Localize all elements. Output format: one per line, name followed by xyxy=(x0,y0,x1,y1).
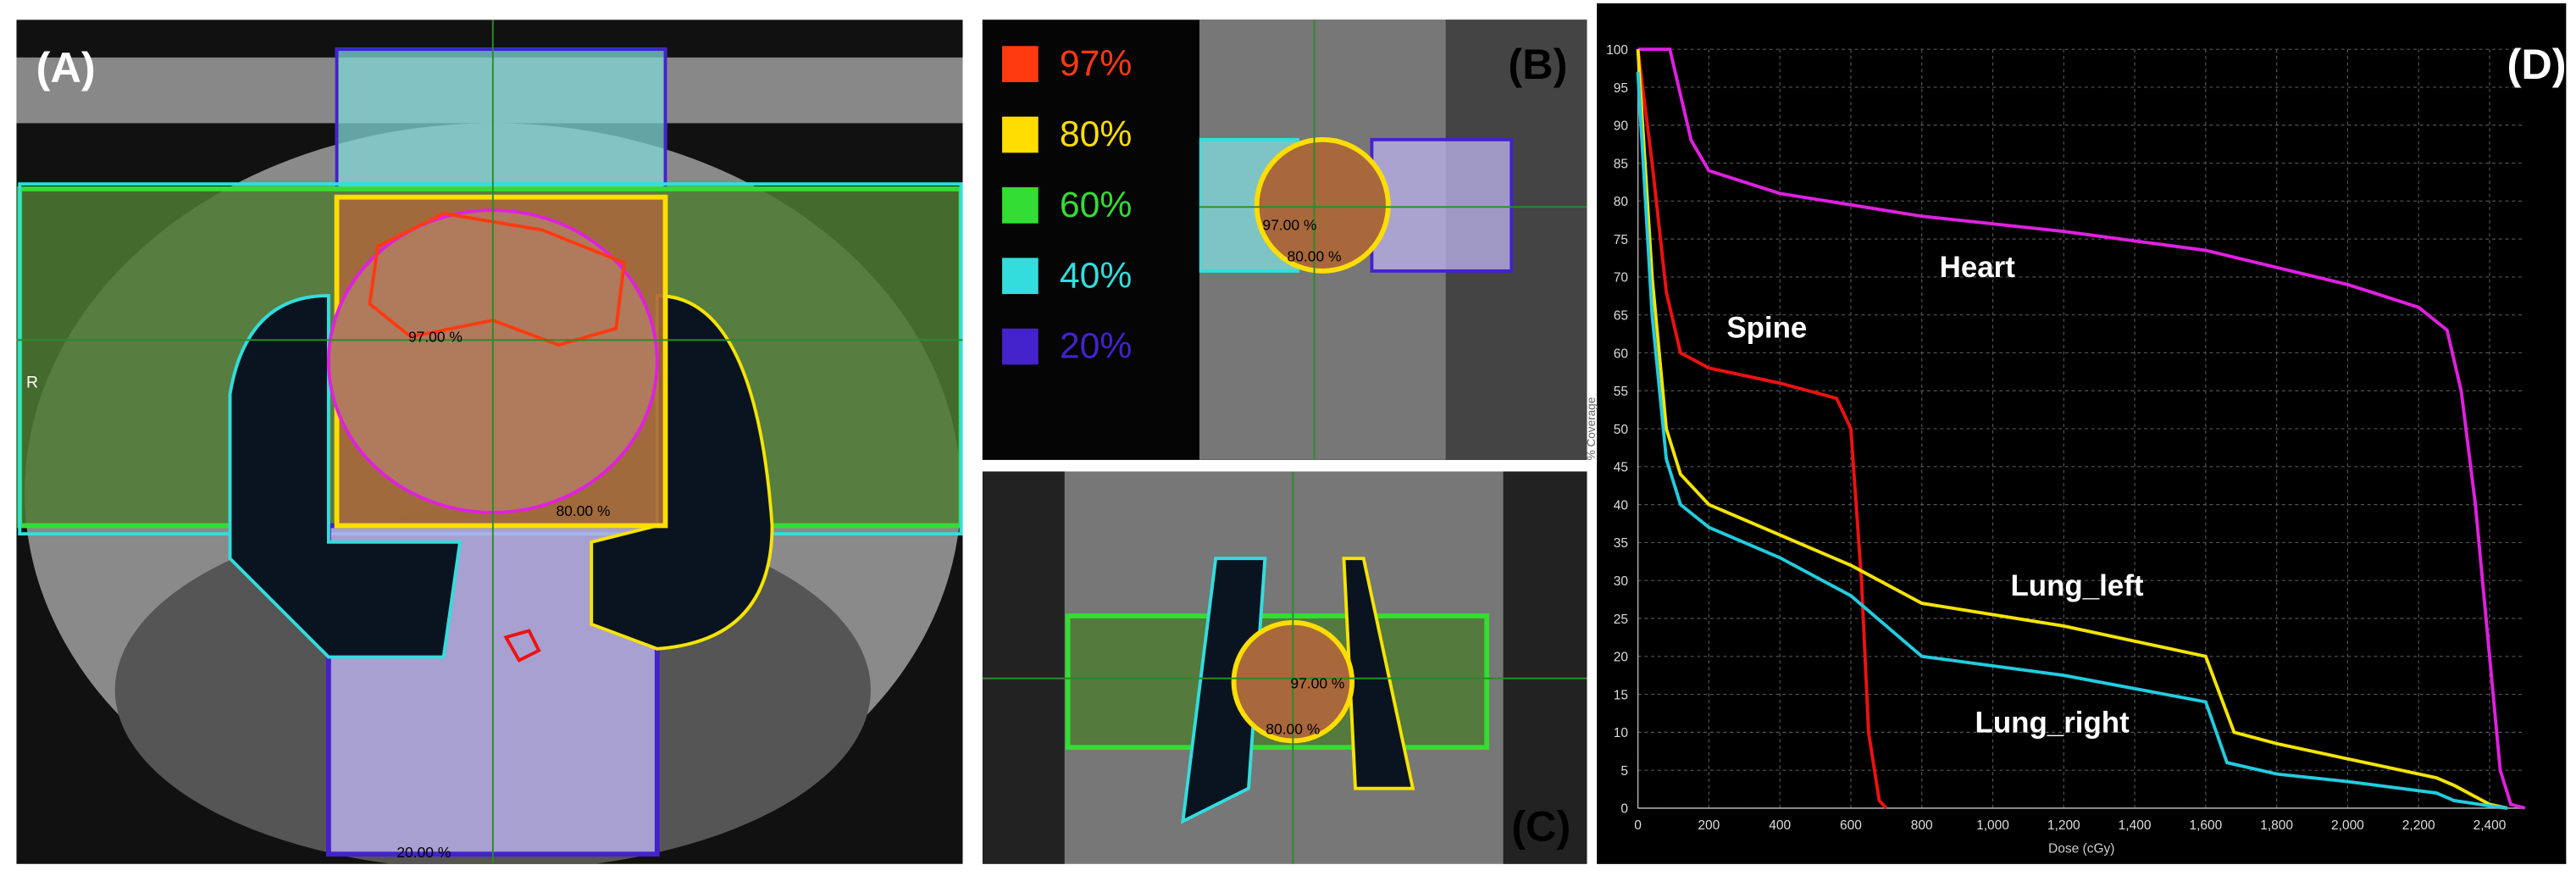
x-tick-label: 0 xyxy=(1634,818,1642,833)
panel-c: 97.00 % 80.00 % (C) xyxy=(982,471,1587,864)
ct-background xyxy=(982,471,1065,864)
legend-swatch xyxy=(1002,116,1039,153)
x-tick-label: 1,000 xyxy=(1976,818,2009,833)
contour-label: 80.00 % xyxy=(556,502,610,519)
dose-20 xyxy=(1370,137,1514,273)
contour-label: 20.00 % xyxy=(396,844,451,861)
lung-left xyxy=(1342,557,1415,790)
contour-label: 97.00 % xyxy=(408,328,463,345)
dvh-curve xyxy=(1636,71,2508,810)
y-tick-label: 90 xyxy=(1614,119,1629,134)
x-tick-label: 1,800 xyxy=(2260,818,2293,833)
legend-swatch xyxy=(1002,46,1039,82)
series-label: Lung_right xyxy=(1975,706,2130,739)
y-tick-label: 95 xyxy=(1614,81,1628,96)
dose-80 xyxy=(1254,136,1391,274)
spine-contour xyxy=(503,629,541,662)
legend-label: 20% xyxy=(1060,326,1132,367)
legend-swatch xyxy=(1002,187,1039,224)
x-axis-label: Dose (cGy) xyxy=(2048,841,2114,856)
chart-background xyxy=(1597,3,2567,864)
y-tick-label: 70 xyxy=(1614,271,1629,286)
panel-label: (A) xyxy=(36,43,96,91)
y-tick-label: 5 xyxy=(1620,764,1628,779)
legend-label: 60% xyxy=(1060,185,1132,225)
contour-label: 80.00 % xyxy=(1266,721,1320,738)
lung-left xyxy=(590,294,774,651)
dvh-curve xyxy=(1636,49,2508,810)
x-tick-label: 200 xyxy=(1698,818,1720,833)
dvh-curve xyxy=(1637,47,2526,810)
legend-swatch xyxy=(1002,328,1039,365)
panel-label: (D) xyxy=(2507,40,2567,88)
y-tick-label: 85 xyxy=(1614,157,1628,171)
panel-label: (C) xyxy=(1511,802,1571,851)
x-tick-label: 2,200 xyxy=(2402,818,2435,833)
lung-right xyxy=(1181,557,1267,824)
y-tick-label: 30 xyxy=(1614,574,1629,589)
y-tick-label: 15 xyxy=(1614,688,1628,702)
x-tick-label: 2,000 xyxy=(2331,818,2364,833)
y-tick-label: 35 xyxy=(1614,536,1628,551)
panel-a: 97.00 % 80.00 % 20.00 % R (A) xyxy=(16,19,963,864)
legend-label: 97% xyxy=(1060,43,1132,84)
x-tick-label: 1,400 xyxy=(2119,818,2152,833)
series-label: Spine xyxy=(1726,312,1807,345)
series-label: Lung_left xyxy=(2010,569,2143,602)
ct-sagittal: 97.00 % 80.00 % xyxy=(1199,19,1587,460)
contour-label: 80.00 % xyxy=(1288,247,1342,264)
y-tick-label: 45 xyxy=(1614,461,1628,475)
y-tick-label: 10 xyxy=(1614,726,1629,740)
y-axis-label: % Coverage xyxy=(1585,397,1598,461)
ct-background xyxy=(1503,471,1587,864)
x-tick-label: 800 xyxy=(1911,818,1933,833)
panel-b: 97.00 % 80.00 % 97% 80% 60% 40% 20% (B) xyxy=(982,19,1587,460)
dose-legend: 97% 80% 60% 40% 20% xyxy=(1002,43,1132,367)
x-tick-label: 600 xyxy=(1840,818,1862,833)
dvh-curve xyxy=(1636,48,1888,810)
y-tick-label: 20 xyxy=(1614,651,1629,665)
y-tick-label: 40 xyxy=(1614,498,1629,513)
y-tick-label: 60 xyxy=(1614,346,1629,361)
y-tick-label: 25 xyxy=(1614,613,1628,627)
dose-40 xyxy=(335,47,668,191)
legend-label: 80% xyxy=(1060,114,1132,155)
x-tick-label: 400 xyxy=(1769,818,1791,833)
panel-label: (B) xyxy=(1508,40,1567,88)
contour-label: 97.00 % xyxy=(1290,674,1344,691)
y-tick-label: 80 xyxy=(1614,195,1629,209)
y-tick-label: 75 xyxy=(1614,233,1628,247)
y-tick-label: 65 xyxy=(1614,309,1628,324)
panel-d: 0 5 10 15 20 25 30 35 40 45 50 55 60 65 70 75 80 85 90 95 10… xyxy=(1585,3,2567,864)
y-tick-label: 100 xyxy=(1606,43,1628,58)
lung-right xyxy=(228,294,463,659)
contour-label: 97.00 % xyxy=(1262,216,1316,233)
legend-swatch xyxy=(1002,258,1039,295)
legend-label: 40% xyxy=(1060,255,1132,296)
y-tick-label: 0 xyxy=(1620,802,1628,817)
orientation-label: R xyxy=(26,374,38,392)
y-tick-label: 50 xyxy=(1614,423,1629,437)
x-tick-label: 2,400 xyxy=(2474,818,2507,833)
y-tick-label: 55 xyxy=(1614,385,1628,399)
x-tick-label: 1,200 xyxy=(2047,818,2080,833)
series-label: Heart xyxy=(1940,251,2016,284)
x-tick-label: 1,600 xyxy=(2189,818,2222,833)
